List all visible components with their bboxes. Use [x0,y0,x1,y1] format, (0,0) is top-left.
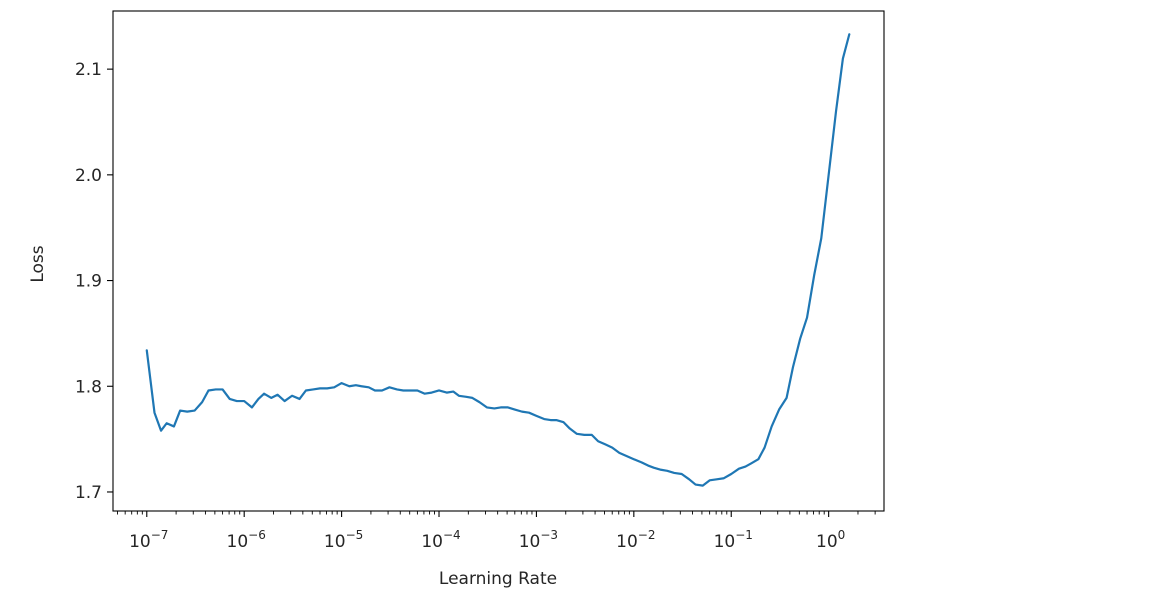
x-tick-label: 100 [816,528,845,552]
y-axis-label: Loss [28,245,48,282]
y-tick-label: 1.8 [75,377,102,397]
x-tick-label: 10−6 [227,528,266,552]
y-tick-label: 2.1 [75,60,102,80]
y-tick-label: 1.9 [75,272,102,292]
plot-marks [145,33,851,487]
y-tick-label: 1.7 [75,483,102,503]
x-tick-label: 10−5 [324,528,363,552]
x-axis-label: Learning Rate [439,569,557,589]
x-tick-label: 10−7 [129,528,168,552]
y-axis-ticks: 1.7 1.8 1.9 2.0 2.1 [75,60,113,503]
x-tick-label: 10−2 [616,528,655,552]
x-axis-ticks: 10−7 10−6 10−5 10−4 10−3 10−2 10−1 100 [117,511,876,552]
x-tick-label: 10−4 [421,528,460,552]
series-line-0 [145,33,851,487]
x-tick-label: 10−1 [714,528,753,552]
plot-frame [112,10,885,512]
y-tick-label: 2.0 [75,166,102,186]
x-tick-label: 10−3 [519,528,558,552]
